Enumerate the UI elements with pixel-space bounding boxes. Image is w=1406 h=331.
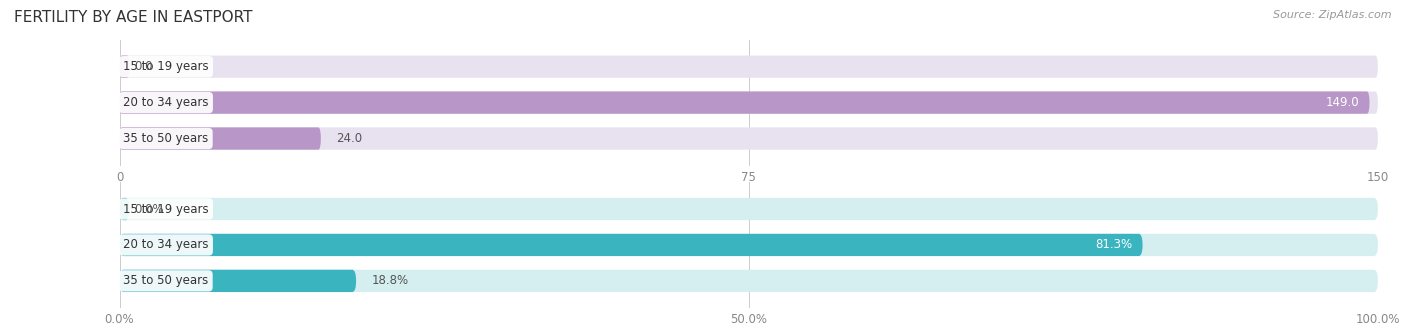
Text: 18.8%: 18.8% [371, 274, 408, 287]
Text: 0.0: 0.0 [135, 60, 153, 73]
Text: 35 to 50 years: 35 to 50 years [124, 132, 208, 145]
FancyBboxPatch shape [120, 234, 1143, 256]
FancyBboxPatch shape [120, 91, 1378, 114]
FancyBboxPatch shape [120, 198, 1378, 220]
FancyBboxPatch shape [120, 270, 356, 292]
Text: 20 to 34 years: 20 to 34 years [124, 96, 208, 109]
Text: 15 to 19 years: 15 to 19 years [124, 203, 209, 215]
FancyBboxPatch shape [120, 127, 1378, 150]
FancyBboxPatch shape [120, 234, 1378, 256]
Text: FERTILITY BY AGE IN EASTPORT: FERTILITY BY AGE IN EASTPORT [14, 10, 253, 25]
Text: 24.0: 24.0 [336, 132, 363, 145]
Text: 0.0%: 0.0% [135, 203, 165, 215]
Text: 81.3%: 81.3% [1095, 238, 1132, 252]
Text: 35 to 50 years: 35 to 50 years [124, 274, 208, 287]
FancyBboxPatch shape [120, 127, 321, 150]
FancyBboxPatch shape [120, 270, 1378, 292]
FancyBboxPatch shape [120, 56, 1378, 78]
FancyBboxPatch shape [120, 91, 1369, 114]
Text: 20 to 34 years: 20 to 34 years [124, 238, 208, 252]
Text: 149.0: 149.0 [1326, 96, 1360, 109]
FancyBboxPatch shape [120, 198, 129, 220]
FancyBboxPatch shape [120, 56, 129, 78]
Text: Source: ZipAtlas.com: Source: ZipAtlas.com [1274, 10, 1392, 20]
Text: 15 to 19 years: 15 to 19 years [124, 60, 209, 73]
